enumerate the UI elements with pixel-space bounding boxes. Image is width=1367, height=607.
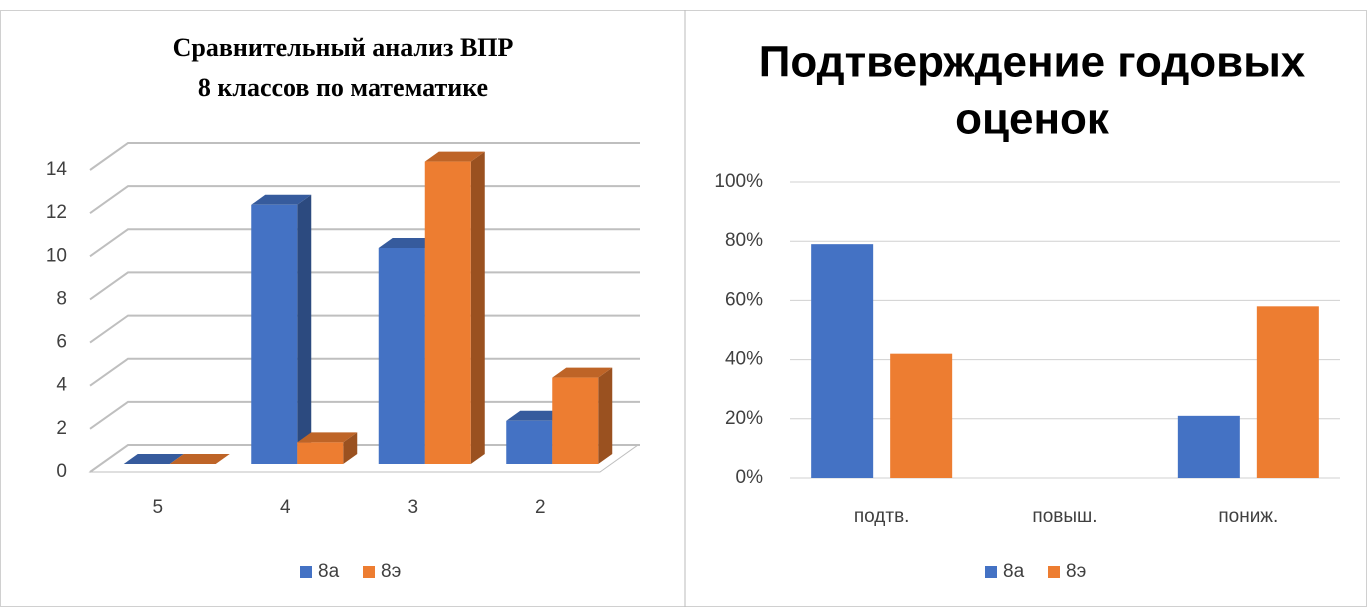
bar bbox=[297, 432, 358, 464]
y-tick-label: 80% bbox=[725, 230, 763, 251]
bar-top bbox=[297, 432, 358, 443]
bar bbox=[123, 454, 184, 464]
grid-line bbox=[89, 185, 640, 214]
y-tick-label: 12 bbox=[46, 202, 67, 223]
bar bbox=[811, 244, 874, 478]
bar bbox=[169, 454, 230, 464]
chart-title: 8 классов по математике bbox=[198, 73, 488, 102]
bar bbox=[890, 353, 953, 478]
x-tick-label: 5 bbox=[152, 497, 163, 518]
bar-top bbox=[506, 410, 567, 421]
bar bbox=[1256, 306, 1319, 478]
y-tick-label: 10 bbox=[46, 245, 67, 266]
bar-side bbox=[598, 367, 613, 464]
grid-line bbox=[89, 314, 640, 344]
bar-top bbox=[251, 194, 312, 205]
y-tick-label: 8 bbox=[56, 288, 67, 309]
bar bbox=[552, 367, 613, 464]
bar-front bbox=[251, 204, 298, 465]
legend-label: 8а bbox=[1003, 561, 1025, 582]
chart-title: оценок bbox=[955, 95, 1110, 144]
x-tick-label: пониж. bbox=[1218, 506, 1278, 527]
y-tick-label: 0% bbox=[736, 467, 764, 488]
y-tick-label: 40% bbox=[725, 349, 763, 370]
grid-line bbox=[89, 271, 640, 301]
bar-side bbox=[297, 194, 312, 465]
y-tick-label: 2 bbox=[56, 418, 67, 439]
bar-front bbox=[506, 420, 553, 464]
bar-front bbox=[297, 442, 344, 464]
legend-label: 8э bbox=[381, 561, 401, 582]
y-tick-label: 14 bbox=[46, 159, 68, 180]
y-tick-label: 60% bbox=[725, 289, 763, 310]
x-tick-label: подтв. bbox=[854, 506, 910, 527]
bar-top bbox=[552, 367, 613, 378]
y-tick-label: 4 bbox=[56, 375, 67, 396]
bar bbox=[1177, 415, 1240, 478]
y-tick-label: 100% bbox=[714, 171, 763, 192]
x-tick-label: 3 bbox=[407, 497, 418, 518]
x-tick-label: повыш. bbox=[1032, 506, 1097, 527]
bar-top bbox=[378, 238, 439, 248]
bar-top bbox=[424, 151, 485, 162]
y-tick-label: 0 bbox=[56, 461, 67, 482]
legend-swatch bbox=[363, 566, 375, 578]
bar bbox=[251, 194, 312, 465]
legend-label: 8э bbox=[1066, 561, 1086, 582]
legend-swatch bbox=[1048, 566, 1060, 578]
bar-top bbox=[123, 454, 184, 464]
y-tick-label: 20% bbox=[725, 408, 763, 429]
grid-line bbox=[89, 142, 640, 171]
x-tick-label: 4 bbox=[280, 497, 291, 518]
legend-label: 8а bbox=[318, 561, 340, 582]
chart-title: Сравнительный анализ ВПР bbox=[173, 33, 514, 62]
bar-side bbox=[343, 432, 358, 464]
bar-front bbox=[552, 377, 599, 464]
x-tick-label: 2 bbox=[535, 497, 546, 518]
bar-top bbox=[169, 454, 230, 464]
legend-swatch bbox=[300, 566, 312, 578]
bar bbox=[424, 151, 485, 464]
bar-front bbox=[378, 248, 425, 464]
chart-title: Подтверждение годовых bbox=[759, 38, 1306, 87]
legend-swatch bbox=[985, 566, 997, 578]
bar-side bbox=[470, 151, 485, 464]
grid-line bbox=[89, 228, 640, 258]
y-tick-label: 6 bbox=[56, 332, 67, 353]
bar-front bbox=[424, 161, 471, 464]
